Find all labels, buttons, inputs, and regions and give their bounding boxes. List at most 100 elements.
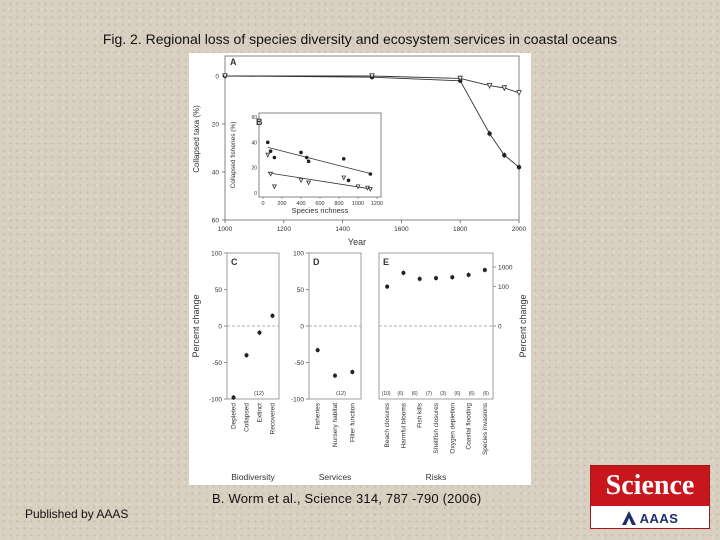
panel-a-xtick-label: 2000 <box>512 226 527 233</box>
panel-b-xtick-label: 800 <box>334 201 343 207</box>
panel-a-xtick-label: 1200 <box>277 226 292 233</box>
panel-c-point <box>231 395 236 400</box>
aaas-logo-icon <box>621 511 636 525</box>
panel-a-xtick-label: 1800 <box>453 226 468 233</box>
panel-a-series-1-point <box>502 153 507 158</box>
panel-b-series-1-point <box>268 149 273 153</box>
panel-e-marks <box>379 267 493 327</box>
panel-d-letter: D <box>313 257 320 267</box>
citation: B. Worm et al., Science 314, 787 -790 (2… <box>212 491 482 506</box>
panel-b-xtick-label: 0 <box>261 201 264 207</box>
panel-d-category-label: Filter function <box>349 403 356 442</box>
panel-b-series-1-fit <box>267 147 373 175</box>
panel-a-xtick-label: 1400 <box>335 226 350 233</box>
panel-a-series-2-point <box>516 90 522 96</box>
panel-e-n-label: (7) <box>426 391 432 397</box>
panel-b-series-2-point <box>355 184 361 190</box>
panel-a-ylabel: Collapsed taxa (%) <box>192 105 201 173</box>
panel-a-ytick-label: 40 <box>212 170 220 177</box>
panel-c-category-label: Extinct <box>257 403 264 423</box>
panel-b-series-2-fit <box>267 172 373 190</box>
panel-a-xtick-label: 1000 <box>218 226 233 233</box>
panel-b-series-2-point <box>271 184 277 190</box>
science-logo[interactable]: Science AAAS <box>590 465 710 529</box>
panel-e-category-label: Harmful blooms <box>400 402 407 448</box>
panel-e-n-label: (3) <box>440 391 446 397</box>
panel-a-frame <box>224 55 520 221</box>
panel-b-xtick-label: 1200 <box>371 201 383 207</box>
panel-b-frame <box>258 112 382 198</box>
panel-c-marks <box>227 313 279 401</box>
panel-b-series-1-point <box>265 140 270 145</box>
panel-c-ytick-label: 50 <box>215 287 223 294</box>
panel-b-series-1-point <box>299 150 303 155</box>
panel-a: A Collapsed taxa (%) Year 1000 1200 1400 16… <box>192 55 527 247</box>
panel-e-n-label: (6) <box>483 391 489 397</box>
panel-d-ticks: 100 50 0 -50 -100 Fisheries Nursery habitat Fil… <box>291 251 356 448</box>
panel-b-series-2-point <box>265 152 271 158</box>
panel-e-category-label: Species invasions <box>482 402 489 455</box>
panel-e-point <box>385 284 390 289</box>
panel-b-xtick-label: 1000 <box>352 201 364 207</box>
panel-d-point <box>315 348 320 353</box>
panel-d-ytick-label: -50 <box>295 360 305 367</box>
panel-c-n-label: (12) <box>254 391 264 397</box>
panel-b-xtick-label: 600 <box>315 201 324 207</box>
panel-a-series-1-point <box>516 165 522 170</box>
panel-a-ytick-label: 0 <box>215 74 219 81</box>
panel-e-category-label: Beach closures <box>384 402 391 447</box>
panel-b-series-2-point <box>367 186 373 192</box>
panel-c-letter: C <box>231 257 238 267</box>
panel-e-category-label: Coastal flooding <box>466 403 473 450</box>
panel-e-n-label: (6) <box>412 391 418 397</box>
panel-b-ytick-label: 60 <box>251 115 257 121</box>
panel-e-point <box>434 276 438 281</box>
panel-b: B Collapsed fisheries (%) Species richne… <box>230 112 383 215</box>
panel-e-n-label: (6) <box>454 391 460 397</box>
panel-e-category-label: Oxygen depletion <box>449 403 456 454</box>
panel-b-series-2-point <box>341 175 347 181</box>
panel-b-ytick-label: 0 <box>254 191 257 197</box>
panel-d-ytick-label: 100 <box>293 251 304 258</box>
panel-c-point <box>257 330 262 335</box>
panel-d-marks <box>309 325 361 379</box>
panel-e-point <box>482 268 487 273</box>
panel-e-ytick-label: 0 <box>498 324 502 331</box>
panel-a-series-2-point <box>486 82 493 89</box>
panel-c-group-label: Biodiversity <box>231 472 275 482</box>
panel-c-ytick-label: 0 <box>218 324 222 331</box>
panel-b-xlabel: Species richness <box>292 206 349 215</box>
panel-a-xlabel: Year <box>348 237 366 247</box>
panel-e-category-label: Fish kills <box>417 402 424 428</box>
panel-a-letter: A <box>230 57 237 67</box>
panel-a-series-1-point <box>487 131 492 136</box>
panel-b-series-2-point <box>306 180 312 186</box>
panel-b-series-1-point <box>304 155 309 160</box>
slide-title: Fig. 2. Regional loss of species diversi… <box>102 31 618 47</box>
panel-e-n-label: (10) <box>382 391 391 397</box>
panel-e-n-label: (6) <box>397 391 403 397</box>
panel-e-group-label: Risks <box>426 472 447 482</box>
panel-b-series-1-point <box>341 157 346 161</box>
panel-e-point <box>401 270 406 275</box>
figure-svg: A Collapsed taxa (%) Year 1000 1200 1400 16… <box>191 55 528 482</box>
panel-a-series-2-point <box>222 73 228 80</box>
panel-d-n-label: (12) <box>336 391 346 397</box>
panel-a-ytick-label: 60 <box>212 218 220 225</box>
panel-b-series-1-point <box>272 155 277 160</box>
science-wordmark: Science <box>591 466 709 506</box>
panel-a-series-1-line <box>224 75 520 168</box>
panel-b-xtick-label: 200 <box>277 201 286 207</box>
panel-b-series-1-point <box>346 178 351 183</box>
panel-d-category-label: Fisheries <box>315 402 322 429</box>
panel-b-series-2-point <box>268 171 274 177</box>
panel-c-point <box>270 313 275 318</box>
panel-b-xtick-label: 400 <box>296 201 305 207</box>
panel-e-ytick-label: 100 <box>498 284 509 291</box>
panel-a-ytick-label: 20 <box>212 122 220 129</box>
panel-c-ytick-label: 100 <box>211 251 222 258</box>
